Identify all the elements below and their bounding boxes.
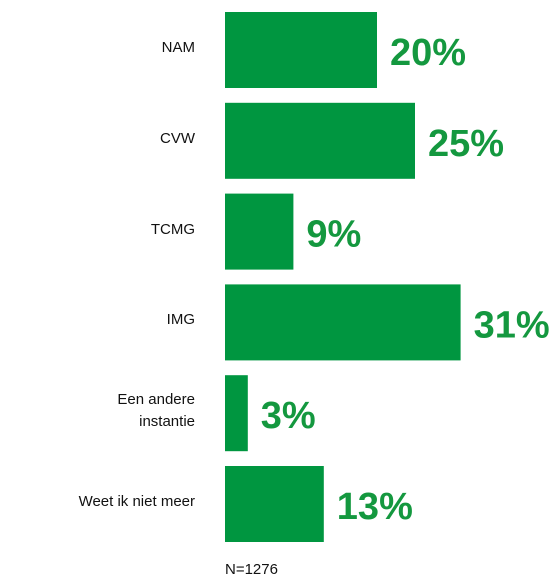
category-label: Weet ik niet meer [78, 493, 195, 510]
sample-size-note: N=1276 [225, 561, 278, 578]
category-label: NAM [161, 39, 195, 56]
category-label: TCMG [150, 220, 195, 238]
bar [225, 375, 248, 452]
category-label: CVW [160, 129, 195, 147]
bar [225, 102, 415, 179]
value-label: 20% [390, 32, 466, 74]
value-label: 13% [337, 486, 413, 528]
bar [225, 284, 461, 361]
category-label: Een andere instantie [117, 391, 195, 431]
category-label: IMG [166, 311, 195, 329]
value-label: 25% [428, 123, 504, 165]
bar [225, 193, 294, 270]
value-label: 31% [474, 304, 550, 346]
value-label: 3% [261, 395, 316, 437]
bar [225, 12, 377, 88]
bar [225, 466, 324, 542]
value-label: 9% [306, 214, 361, 256]
